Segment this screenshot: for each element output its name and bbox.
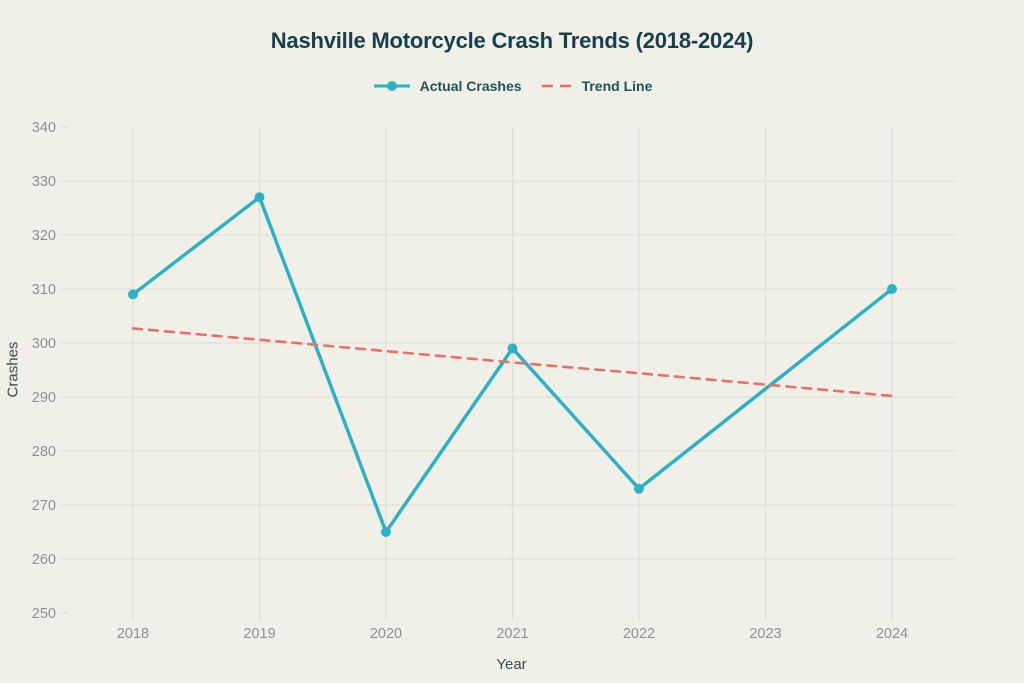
legend-label-trend-line: Trend Line	[581, 78, 653, 94]
x-tick-label: 2020	[370, 626, 402, 642]
y-tick-label: 260	[32, 552, 56, 568]
chart-title: Nashville Motorcycle Crash Trends (2018-…	[270, 28, 754, 53]
x-tick-label: 2022	[623, 626, 655, 642]
y-tick-label: 300	[32, 336, 56, 352]
y-tick-label: 320	[32, 228, 56, 244]
data-point-marker	[254, 192, 265, 203]
legend-solid-line-dot-icon	[373, 81, 410, 91]
data-point-marker	[634, 483, 644, 494]
y-tick-label: 310	[32, 282, 56, 298]
y-tick-label: 330	[32, 174, 56, 190]
data-point-marker	[887, 284, 897, 294]
actual-crashes-series	[131, 195, 894, 534]
x-tick-label: 2021	[496, 626, 528, 642]
x-tick-label: 2018	[117, 626, 149, 642]
data-point-marker	[507, 343, 518, 354]
legend-dashed-line-icon	[541, 84, 571, 88]
data-point-marker	[381, 527, 391, 537]
y-tick-label: 250	[32, 606, 56, 622]
legend-label-actual-crashes: Actual Crashes	[419, 78, 522, 94]
x-tick-label: 2023	[749, 626, 781, 642]
y-tick-label: 290	[32, 390, 56, 406]
y-axis-title: Crashes	[4, 341, 22, 398]
legend-item-trend-line: Trend Line	[540, 78, 653, 94]
data-point-marker	[128, 289, 138, 300]
y-tick-label: 270	[32, 498, 56, 514]
chart-legend: Actual Crashes Trend Line	[0, 78, 1024, 94]
x-axis-title: Year	[496, 656, 527, 673]
x-tick-label: 2019	[243, 626, 275, 642]
y-tick-label: 280	[32, 444, 56, 460]
x-tick-label: 2024	[876, 626, 908, 642]
y-tick-label: 340	[32, 120, 56, 136]
trend-line-series	[131, 327, 894, 398]
legend-item-actual-crashes: Actual Crashes	[372, 78, 522, 94]
